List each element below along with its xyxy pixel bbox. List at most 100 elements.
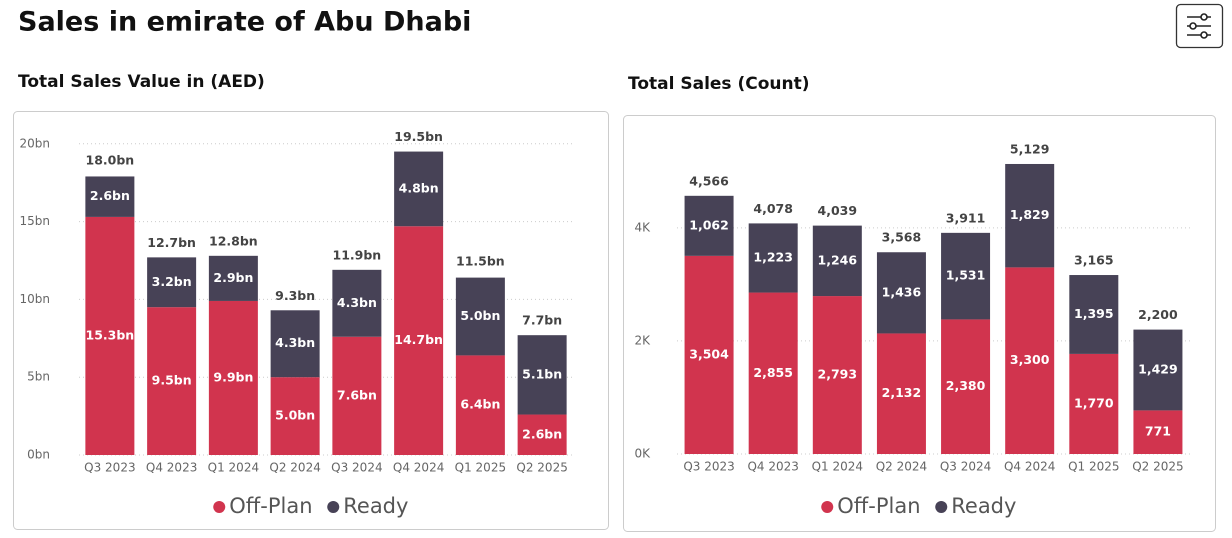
bar-segment: [684, 195, 734, 256]
data-label: 7.6bn: [337, 387, 377, 402]
total-label: 5,129: [1010, 141, 1050, 156]
bar-segment: [85, 176, 135, 217]
total-label: 4,039: [818, 203, 858, 218]
y-tick-label: 15bn: [20, 214, 51, 228]
data-label: 9.9bn: [213, 369, 253, 384]
bar-segment: [208, 300, 258, 455]
bar-segment: [394, 226, 444, 455]
bar-segment: [517, 414, 567, 455]
x-tick-label: Q2 2024: [876, 460, 927, 474]
bar-segment: [455, 355, 505, 455]
data-label: 4.8bn: [399, 180, 439, 195]
legend-label: Off-Plan: [229, 494, 312, 518]
y-tick-label: 0bn: [27, 448, 50, 462]
x-tick-label: Q1 2024: [208, 461, 259, 475]
data-label: 4.3bn: [275, 335, 315, 350]
x-tick-label: Q2 2025: [1132, 460, 1183, 474]
data-label: 2.6bn: [90, 188, 130, 203]
data-label: 2.9bn: [213, 270, 253, 285]
bar-segment: [876, 333, 926, 454]
bar-segment: [270, 310, 320, 378]
x-tick-label: Q3 2024: [940, 460, 991, 474]
bar-segment: [812, 225, 862, 297]
total-label: 19.5bn: [394, 129, 443, 144]
x-tick-label: Q4 2024: [393, 461, 444, 475]
data-label: 14.7bn: [394, 332, 443, 347]
chart-title: Total Sales (Count): [628, 74, 810, 94]
x-tick-label: Q4 2024: [1004, 460, 1055, 474]
legend-label: Ready: [951, 494, 1016, 518]
legend-marker: [821, 501, 834, 513]
total-label: 2,200: [1138, 307, 1178, 322]
legend-label: Ready: [343, 494, 408, 518]
legend-marker: [327, 501, 340, 513]
bar-segment: [941, 319, 991, 454]
data-label: 3,504: [689, 346, 729, 361]
bar-segment: [208, 255, 258, 301]
x-tick-label: Q3 2024: [331, 461, 382, 475]
bar-segment: [748, 223, 798, 293]
data-label: 3.2bn: [152, 274, 192, 289]
x-tick-label: Q3 2023: [84, 461, 135, 475]
bar-segment: [1005, 163, 1055, 268]
data-label: 2,132: [882, 385, 922, 400]
y-tick-label: 10bn: [20, 292, 51, 306]
total-label: 12.7bn: [147, 235, 196, 250]
data-label: 2,380: [946, 378, 986, 393]
y-tick-label: 4K: [634, 220, 651, 234]
data-label: 1,770: [1074, 395, 1114, 410]
legend-marker: [213, 501, 226, 513]
legend-label: Off-Plan: [837, 494, 920, 518]
page-title: Sales in emirate of Abu Dhabi: [18, 7, 471, 38]
data-label: 1,062: [689, 217, 729, 232]
x-tick-label: Q2 2024: [269, 461, 320, 475]
bar-segment: [455, 277, 505, 356]
total-label: 7.7bn: [522, 313, 562, 328]
bar-segment: [748, 292, 798, 454]
x-tick-label: Q4 2023: [146, 461, 197, 475]
bar-segment: [85, 216, 135, 455]
data-label: 9.5bn: [152, 373, 192, 388]
total-label: 3,911: [946, 210, 986, 225]
total-label: 4,078: [753, 201, 793, 216]
total-label: 11.5bn: [456, 254, 505, 269]
bar-segment: [941, 232, 991, 320]
data-label: 2.6bn: [522, 426, 562, 441]
y-tick-label: 20bn: [20, 136, 51, 150]
total-label: 3,165: [1074, 253, 1114, 268]
data-label: 6.4bn: [460, 397, 500, 412]
bar-segment: [147, 307, 197, 455]
bar-segment: [876, 252, 926, 334]
data-label: 1,223: [753, 249, 793, 264]
y-tick-label: 0K: [634, 447, 651, 461]
chart-title: Total Sales Value in (AED): [18, 72, 265, 92]
bar-segment: [147, 257, 197, 308]
bar-segment: [812, 296, 862, 454]
y-tick-label: 2K: [634, 333, 651, 347]
bar-segment: [1133, 410, 1183, 454]
y-tick-label: 5bn: [27, 370, 50, 384]
legend-marker: [935, 501, 948, 513]
bar-segment: [517, 335, 567, 415]
total-label: 18.0bn: [86, 152, 135, 167]
bar-segment: [1005, 267, 1055, 454]
x-tick-label: Q1 2025: [1068, 460, 1119, 474]
bar-segment: [1133, 329, 1183, 411]
total-label: 12.8bn: [209, 233, 258, 248]
bar-segment: [332, 336, 382, 455]
data-label: 771: [1145, 424, 1171, 439]
bar-segment: [332, 269, 382, 337]
bar-segment: [1069, 353, 1119, 454]
x-tick-label: Q1 2024: [812, 460, 863, 474]
data-label: 5.0bn: [460, 308, 500, 323]
data-label: 3,300: [1010, 352, 1050, 367]
bar-segment: [1069, 275, 1119, 354]
total-label: 9.3bn: [275, 288, 315, 303]
x-tick-label: Q1 2025: [455, 461, 506, 475]
filter-button[interactable]: [1175, 3, 1224, 49]
bar-segment: [394, 151, 444, 227]
data-label: 5.1bn: [522, 366, 562, 381]
data-label: 1,395: [1074, 306, 1114, 321]
x-tick-label: Q4 2023: [747, 460, 798, 474]
